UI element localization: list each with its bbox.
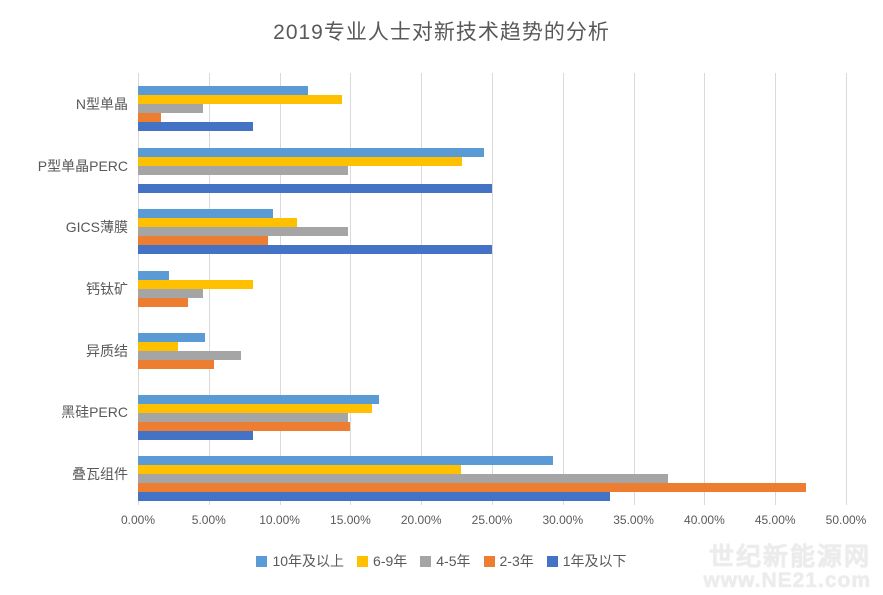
legend-swatch-icon: [357, 555, 369, 567]
bar-10年及以上-黑硅PERC: [138, 394, 379, 404]
category-group: [138, 258, 846, 320]
y-axis-label: N型单晶: [75, 95, 128, 112]
bar-10年及以上-P型单晶PERC: [138, 147, 484, 157]
legend-swatch-icon: [420, 555, 432, 567]
bar-1年及以下-N型单晶: [138, 122, 253, 131]
watermark-site-name: 世纪新能源网: [708, 543, 871, 571]
legend-label: 2-3年: [499, 553, 534, 569]
bar-1年及以下-P型单晶PERC: [138, 183, 492, 193]
bar-block: [138, 456, 846, 502]
bar-6-9年-异质结: [138, 341, 178, 351]
bar-2-3年-钙钛矿: [138, 298, 188, 308]
legend-label: 6-9年: [373, 553, 408, 569]
legend-item-6-9年: 6-9年: [357, 551, 407, 571]
watermark: 世纪新能源网 www.NE21.com: [703, 543, 871, 592]
bar-2-3年-叠瓦组件: [138, 483, 807, 493]
gridline: [562, 73, 564, 505]
y-axis-label: 黑硅PERC: [61, 404, 128, 421]
x-axis-tick-label: 0.00%: [120, 513, 156, 527]
bar-4-5年-N型单晶: [138, 104, 204, 113]
bar-4-5年-黑硅PERC: [138, 412, 348, 422]
gridline: [492, 73, 493, 505]
bar-4-5年-异质结: [138, 350, 242, 360]
gridline: [421, 73, 423, 505]
x-axis-tick-label: 50.00%: [825, 513, 867, 527]
category-group: [138, 135, 846, 197]
bar-4-5年-P型单晶PERC: [138, 165, 348, 175]
gridline: [350, 73, 352, 505]
bar-6-9年-N型单晶: [138, 95, 342, 104]
x-axis-tick-label: 15.00%: [330, 513, 371, 527]
bar-2-3年-GICS薄膜: [138, 236, 269, 246]
bar-6-9年-GICS薄膜: [138, 218, 297, 228]
x-axis-tick-label: 20.00%: [400, 513, 442, 527]
y-axis-label: 钙钛矿: [86, 280, 128, 297]
bar-10年及以上-叠瓦组件: [138, 456, 553, 466]
legend-item-1年及以下: 1年及以下: [546, 551, 627, 571]
bar-1年及以下-叠瓦组件: [138, 492, 610, 502]
bar-6-9年-钙钛矿: [138, 280, 253, 290]
legend-swatch-icon: [546, 555, 558, 567]
plot-area: [138, 73, 847, 505]
legend-label: 10年及以上: [272, 553, 345, 569]
bar-block: [138, 271, 846, 316]
gridline: [775, 73, 777, 505]
category-group: [138, 443, 846, 505]
bar-2-3年-异质结: [138, 359, 215, 369]
bar-4-5年-叠瓦组件: [138, 474, 668, 484]
bar-block: [138, 209, 846, 255]
legend-label: 1年及以下: [562, 553, 627, 569]
category-group: [138, 196, 846, 258]
x-axis-tick-label: 25.00%: [471, 513, 513, 527]
y-axis-label: 叠瓦组件: [72, 466, 128, 483]
x-axis-tick-label: 10.00%: [259, 513, 300, 527]
bar-6-9年-黑硅PERC: [138, 403, 372, 413]
bar-10年及以上-GICS薄膜: [138, 209, 273, 219]
bar-4-5年-GICS薄膜: [138, 227, 348, 237]
category-group: [138, 320, 846, 382]
x-axis-tick-label: 45.00%: [754, 513, 796, 527]
legend-swatch-icon: [483, 555, 495, 567]
bar-block: [138, 147, 846, 193]
legend-label: 4-5年: [436, 553, 471, 569]
bar-block: [138, 86, 846, 131]
bar-1年及以下-黑硅PERC: [138, 430, 253, 440]
bar-block: [138, 394, 846, 440]
bar-1年及以下-GICS薄膜: [138, 245, 492, 255]
gridline: [279, 73, 281, 505]
category-group: [138, 73, 846, 135]
legend-item-2-3年: 2-3年: [483, 551, 534, 571]
watermark-url: www.NE21.com: [703, 569, 871, 592]
legend-swatch-icon: [256, 555, 268, 567]
bar-6-9年-叠瓦组件: [138, 465, 461, 475]
bar-10年及以上-异质结: [138, 332, 205, 342]
bar-6-9年-P型单晶PERC: [138, 156, 463, 166]
x-axis-tick-label: 40.00%: [684, 513, 725, 527]
x-axis-tick-label: 35.00%: [613, 513, 654, 527]
legend-item-4-5年: 4-5年: [420, 551, 471, 571]
bar-block: [138, 332, 846, 378]
x-axis-tick-label: 30.00%: [542, 513, 584, 527]
chart-title: 2019专业人士对新技术趋势的分析: [273, 21, 610, 44]
bar-2-3年-黑硅PERC: [138, 421, 351, 431]
y-axis-label: GICS薄膜: [65, 219, 128, 236]
bar-10年及以上-钙钛矿: [138, 271, 170, 281]
category-group: [138, 382, 846, 444]
x-axis-tick-label: 5.00%: [191, 513, 226, 527]
bar-4-5年-钙钛矿: [138, 289, 204, 299]
gridline: [704, 73, 706, 505]
gridline: [846, 73, 847, 505]
bar-10年及以上-N型单晶: [138, 86, 308, 95]
gridline: [633, 73, 635, 505]
y-axis-label: P型单晶PERC: [37, 157, 128, 174]
legend-item-10年及以上: 10年及以上: [256, 551, 344, 571]
bar-2-3年-N型单晶: [138, 113, 161, 122]
y-axis-label: 异质结: [86, 342, 128, 359]
legend: 10年及以上 6-9年 4-5年 2-3年 1年及以下: [0, 551, 883, 571]
